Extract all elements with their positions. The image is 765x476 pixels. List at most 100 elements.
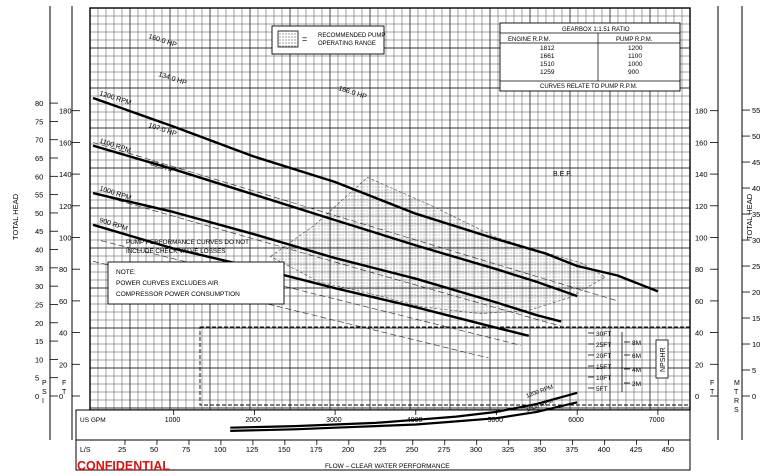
mtrs-tick-label: 45 [752,158,760,167]
npshr-panel: 30FT25FT20FT15FT10FT5FT8M6M4M2MNPSHR1200… [199,326,691,432]
power-note-line1: POWER CURVES EXCLUDES AIR [116,280,219,287]
chart-frame [49,6,743,471]
ls-tick-label: 225 [374,445,387,454]
operating-range-polygon [269,176,607,314]
power-note-line2: COMPRESSOR POWER CONSUMPTION [116,291,240,298]
psi-tick-label: 75 [35,117,43,126]
npshr-ft-label: 15FT [596,364,611,371]
right-ft-tick-label: 180 [695,107,708,116]
mtrs-tick-label: 25 [752,262,760,271]
power-note-title: NOTE: [116,269,136,276]
gearbox-footer: CURVES RELATE TO PUMP R.P.M. [540,84,638,90]
right-ft-tick-label: 20 [695,360,703,369]
right-ft-tick-label: 60 [695,297,703,306]
psi-tick-label: 30 [35,282,43,291]
hp-line-1 [109,197,562,327]
gpm-tick-label: 4000 [407,417,423,424]
x-axis-band-gpm [75,409,691,441]
ls-tick-label: 450 [662,445,675,454]
npshr-label: NPSHR [660,347,667,372]
ls-tick-label: 75 [182,445,190,454]
mtrs-tick-label: 20 [752,288,760,297]
npshr-m-label: 6M [632,353,641,360]
psi-tick-label: 0 [35,392,39,401]
annotation-boxes: = RECOMMENDED PUMP OPERATING RANGE GEARBOX … [107,22,681,305]
npshr-m-label: 2M [632,381,641,388]
ls-tick-label: 25 [118,445,126,454]
ls-tick-label: 150 [278,445,291,454]
gearbox-title: GEARBOX 1:1.51 RATIO [562,27,630,33]
ls-tick-label: 125 [246,445,259,454]
psi-tick-label: 20 [35,319,43,328]
npshr-m-label: 4M [632,367,641,374]
ls-tick-label: 100 [214,445,227,454]
gpm-tick-label: 5000 [488,417,504,424]
ft-tick-label: 120 [59,202,72,211]
mtrs-tick-label: 35 [752,210,760,219]
npshr-ft-label: 20FT [596,353,611,360]
legend-equals: = [302,34,307,44]
ls-tick-label: 300 [470,445,483,454]
gpm-tick-label: 1000 [165,417,181,424]
psi-tick-label: 25 [35,300,43,309]
ls-unit-label: L/S [80,447,91,454]
gpm-tick-label: 2000 [245,417,261,424]
psi-tick-label: 40 [35,246,43,255]
ls-tick-label: 250 [406,445,419,454]
head-curve-2 [92,144,578,298]
mtrs-tick-label: 30 [752,236,760,245]
gearbox-engine-rpm: 1510 [540,61,555,68]
gearbox-pump-rpm: 1100 [628,53,642,60]
psi-tick-label: 65 [35,154,43,163]
npshr-ft-label: 10FT [596,375,611,382]
psi-tick-label: 80 [35,99,43,108]
psi-tick-label: 55 [35,191,43,200]
npshr-ft-label: 30FT [596,331,611,338]
gearbox-engine-rpm: 1661 [540,53,555,60]
mtrs-tick-label: 50 [752,132,760,141]
psi-tick-label: 35 [35,264,43,273]
right-ft-tick-label: 140 [695,170,708,179]
head-curve-4 [92,223,530,337]
psi-tick-label: 45 [35,227,43,236]
mtrs-tick-label: 10 [752,340,760,349]
hp-line-2 [100,240,521,346]
ls-tick-label: 425 [630,445,643,454]
ls-tick-label: 50 [150,445,158,454]
ft-tick-label: 180 [59,107,72,116]
ft-tick-label: 160 [59,138,72,147]
x-axis-title: FLOW – CLEAR WATER PERFORMANCE [325,463,450,470]
power-note-box [107,261,285,305]
ft-tick-label: 0 [59,392,63,401]
left-axis-title: TOTAL HEAD [11,193,20,240]
head-curve-1 [92,96,659,293]
gearbox-col1: ENGINE R.P.M. [508,37,551,43]
gearbox-pump-rpm: 1000 [628,61,643,68]
check-valve-note: PUMP PERFORMANCE CURVES DO NOT INCLUDE CH… [126,239,249,255]
npshr-ft-label: 5FT [596,386,608,393]
gpm-unit-label: US GPM [80,417,106,424]
gpm-tick-label: 7000 [649,417,665,424]
npshr-curve-2 [230,401,578,432]
npshr-curve-1 [230,391,578,429]
gearbox-pump-rpm: 900 [628,69,639,76]
psi-tick-label: 60 [35,172,43,181]
psi-tick-label: 10 [35,355,43,364]
ls-tick-label: 275 [438,445,451,454]
gearbox-engine-rpm: 1812 [540,45,555,52]
gpm-tick-label: 6000 [568,417,584,424]
gearbox-col2: PUMP R.P.M. [616,37,653,43]
ls-tick-label: 325 [502,445,515,454]
confidential-stamp: CONFIDENTIAL [77,459,170,473]
hp-line-0 [92,142,618,302]
axis-labels: 8075706560555045403530252015105018016014… [11,99,760,473]
ft-tick-label: 100 [59,234,72,243]
ls-tick-label: 375 [566,445,579,454]
right-ft-tick-label: 0 [695,392,699,401]
npshr-m-label: 8M [632,340,641,347]
psi-tick-label: 15 [35,337,43,346]
